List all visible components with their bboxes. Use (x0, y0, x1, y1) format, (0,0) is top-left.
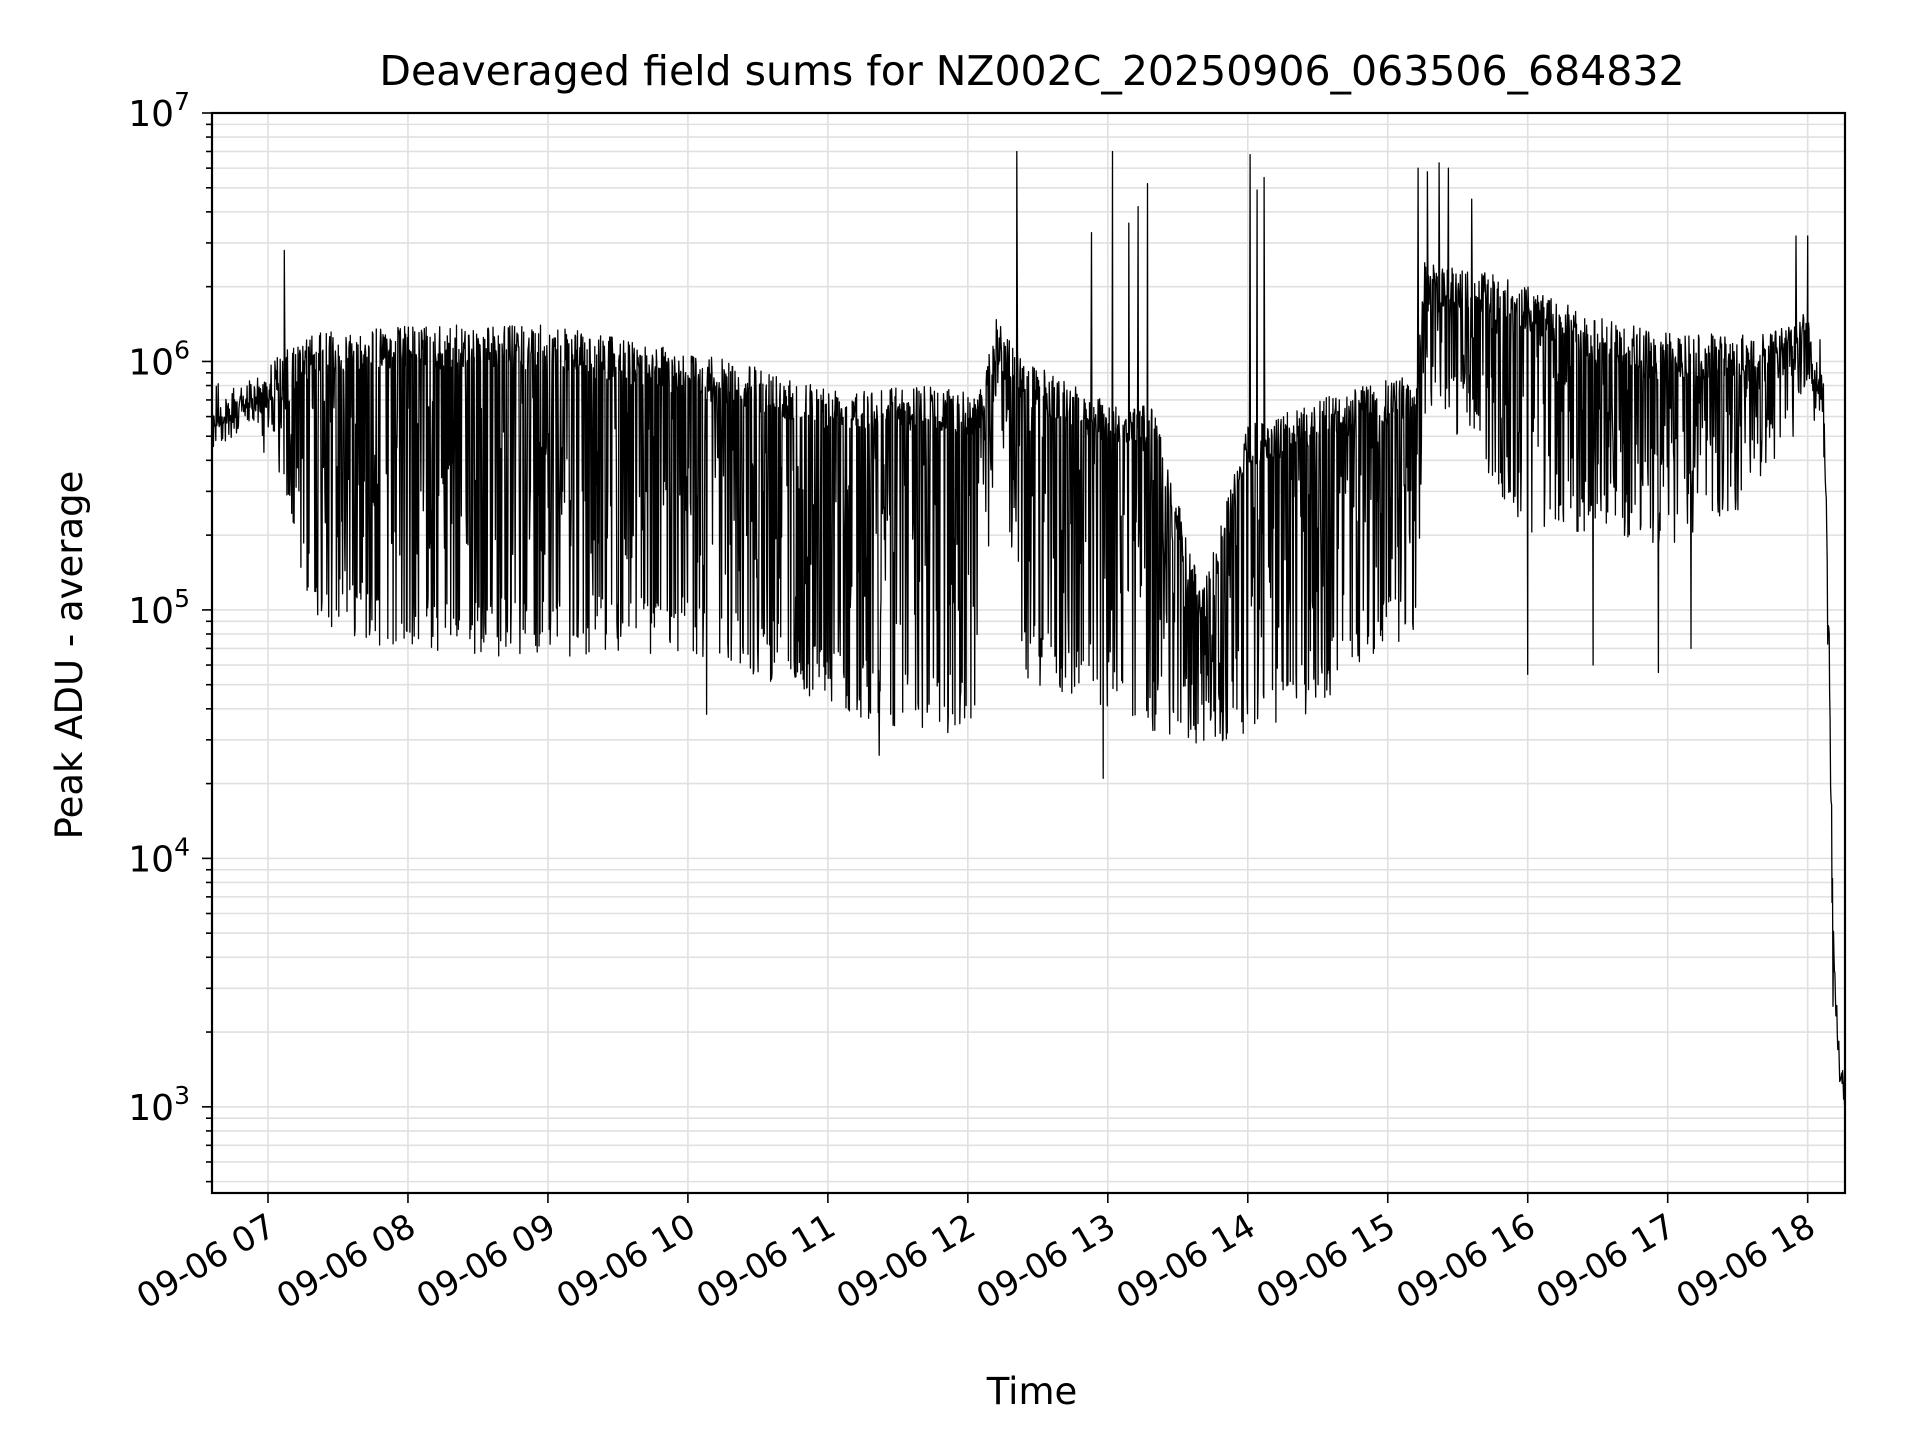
y-tick-label: 107 (128, 87, 190, 135)
tick-layer (202, 112, 1809, 1203)
y-tick-label: 106 (128, 335, 190, 383)
plot-frame (210, 111, 1847, 1195)
y-tick-label: 105 (128, 584, 190, 632)
chart-title: Deaveraged field sums for NZ002C_2025090… (379, 47, 1684, 95)
y-axis-label: Peak ADU - average (48, 471, 91, 840)
y-tick-labels: 103 104 105 106 107 (128, 87, 190, 1129)
series-line (211, 150, 1846, 1106)
y-tick-label: 104 (128, 832, 190, 880)
y-tick-label: 103 (128, 1081, 190, 1129)
x-axis-label: Time (986, 1370, 1078, 1413)
data-layer (211, 150, 1846, 1106)
